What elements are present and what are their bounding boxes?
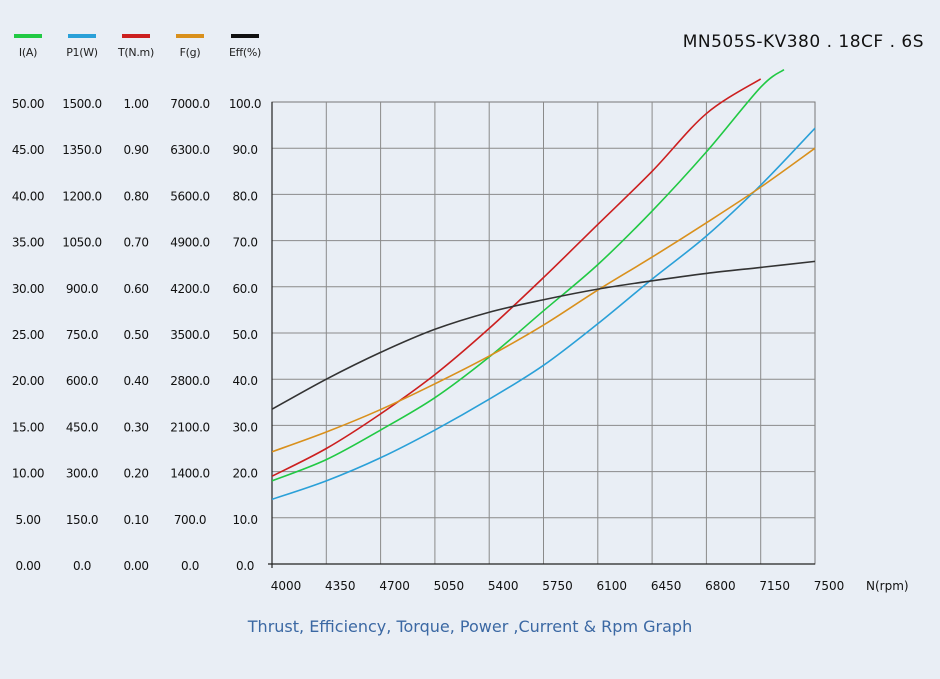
x-tick-label: 6100 bbox=[597, 579, 628, 593]
x-tick-label: 5050 bbox=[434, 579, 465, 593]
y-tick-label: 40.0 bbox=[232, 374, 257, 388]
y-tick-label: 10.00 bbox=[12, 467, 44, 481]
y-tick-label: 4200.0 bbox=[170, 282, 210, 296]
legend-swatch-efficiency bbox=[231, 34, 259, 38]
y-tick-label: 300.0 bbox=[66, 467, 98, 481]
legend-swatch-power bbox=[68, 34, 96, 38]
y-tick-label: 40.00 bbox=[12, 189, 44, 203]
y-tick-label: 0.0 bbox=[73, 559, 91, 573]
x-tick-label: 7150 bbox=[759, 579, 790, 593]
y-tick-label: 30.00 bbox=[12, 282, 44, 296]
y-tick-label: 25.00 bbox=[12, 328, 44, 342]
y-tick-label: 20.0 bbox=[232, 467, 257, 481]
legend-item-thrust: F(g) bbox=[170, 34, 210, 59]
y-tick-label: 10.0 bbox=[232, 513, 257, 527]
y-tick-label: 2800.0 bbox=[170, 374, 210, 388]
legend-label-torque: T(N.m) bbox=[118, 46, 154, 59]
y-tick-label: 0.50 bbox=[123, 328, 148, 342]
y-tick-label: 4900.0 bbox=[170, 236, 210, 250]
y-tick-label: 0.30 bbox=[123, 420, 148, 434]
y-tick-label: 0.90 bbox=[123, 143, 148, 157]
y-tick-label: 1500.0 bbox=[62, 97, 102, 111]
legend-label-power: P1(W) bbox=[66, 46, 98, 59]
y-tick-label: 50.0 bbox=[232, 328, 257, 342]
y-tick-label: 80.0 bbox=[232, 189, 257, 203]
series-layer bbox=[272, 68, 816, 501]
y-tick-label: 45.00 bbox=[12, 143, 44, 157]
y-tick-label: 3500.0 bbox=[170, 328, 210, 342]
chart-title: MN505S-KV380 . 18CF . 6S bbox=[682, 32, 924, 52]
y-tick-label: 0.00 bbox=[123, 559, 148, 573]
legend-item-power: P1(W) bbox=[62, 34, 102, 59]
y-tick-label: 0.40 bbox=[123, 374, 148, 388]
y-tick-label: 1200.0 bbox=[62, 189, 102, 203]
y-tick-label: 20.00 bbox=[12, 374, 44, 388]
y-tick-label: 7000.0 bbox=[170, 97, 210, 111]
y-tick-label: 450.0 bbox=[66, 420, 98, 434]
x-tick-label: 5750 bbox=[542, 579, 573, 593]
y-tick-label: 0.00 bbox=[15, 559, 40, 573]
y-tick-label: 5.00 bbox=[15, 513, 40, 527]
legend-label-efficiency: Eff(%) bbox=[229, 46, 261, 59]
x-tick-label: 5400 bbox=[488, 579, 519, 593]
y-tick-label: 900.0 bbox=[66, 282, 98, 296]
series-power-line bbox=[272, 127, 816, 501]
y-tick-label: 0.80 bbox=[123, 189, 148, 203]
y-tick-label: 700.0 bbox=[174, 513, 206, 527]
legend-label-thrust: F(g) bbox=[179, 46, 201, 59]
x-tick-label: 4700 bbox=[379, 579, 410, 593]
y-tick-label: 1.00 bbox=[123, 97, 148, 111]
legend-swatch-torque bbox=[122, 34, 150, 38]
y-tick-label: 6300.0 bbox=[170, 143, 210, 157]
y-tick-label: 600.0 bbox=[66, 374, 98, 388]
series-efficiency-line bbox=[272, 260, 816, 410]
legend-item-torque: T(N.m) bbox=[116, 34, 156, 59]
y-tick-label: 100.0 bbox=[229, 97, 261, 111]
x-tick-labels: 4000 4350 4700 5050 5400 5750 6100 6450 6800 7150… bbox=[271, 579, 845, 593]
y-tick-label: 35.00 bbox=[12, 236, 44, 250]
y-tick-label: 5600.0 bbox=[170, 189, 210, 203]
series-thrust-line bbox=[272, 147, 816, 453]
y-tick-label: 15.00 bbox=[12, 420, 44, 434]
y-tick-label: 60.0 bbox=[232, 282, 257, 296]
y-tick-label: 50.00 bbox=[12, 97, 44, 111]
grid-layer bbox=[268, 101, 816, 568]
y-tick-label: 0.10 bbox=[123, 513, 148, 527]
y-tick-label: 70.0 bbox=[232, 236, 257, 250]
y-tick-labels: 0.00 5.00 10.00 15.00 20.00 25.00 30.00 35.00 40… bbox=[12, 97, 262, 573]
y-tick-label: 2100.0 bbox=[170, 420, 210, 434]
y-tick-label: 0.20 bbox=[123, 467, 148, 481]
y-tick-label: 0.0 bbox=[181, 559, 199, 573]
x-axis-title: N(rpm) bbox=[866, 579, 909, 593]
x-tick-label: 4000 bbox=[271, 579, 302, 593]
y-tick-label: 1050.0 bbox=[62, 236, 102, 250]
y-tick-label: 1350.0 bbox=[62, 143, 102, 157]
y-tick-label: 150.0 bbox=[66, 513, 98, 527]
series-current-line bbox=[272, 68, 785, 482]
y-tick-label: 1400.0 bbox=[170, 467, 210, 481]
y-tick-label: 0.70 bbox=[123, 236, 148, 250]
legend-swatch-thrust bbox=[176, 34, 204, 38]
x-tick-label: 4350 bbox=[325, 579, 356, 593]
y-tick-label: 0.0 bbox=[236, 559, 254, 573]
legend-swatch-current bbox=[14, 34, 42, 38]
series-torque-line bbox=[272, 78, 762, 477]
y-tick-label: 90.0 bbox=[232, 143, 257, 157]
legend-item-current: I(A) bbox=[8, 34, 48, 59]
chart-plot: 0.00 5.00 10.00 15.00 20.00 25.00 30.00 35.00 40… bbox=[12, 68, 909, 593]
chart-caption: Thrust, Efficiency, Torque, Power ,Curre… bbox=[247, 617, 693, 636]
y-tick-label: 0.60 bbox=[123, 282, 148, 296]
y-tick-label: 30.0 bbox=[232, 420, 257, 434]
y-tick-label: 750.0 bbox=[66, 328, 98, 342]
x-tick-label: 7500 bbox=[814, 579, 845, 593]
legend-label-current: I(A) bbox=[18, 46, 38, 59]
legend-item-efficiency: Eff(%) bbox=[225, 34, 265, 59]
x-tick-label: 6800 bbox=[705, 579, 736, 593]
x-tick-label: 6450 bbox=[651, 579, 682, 593]
